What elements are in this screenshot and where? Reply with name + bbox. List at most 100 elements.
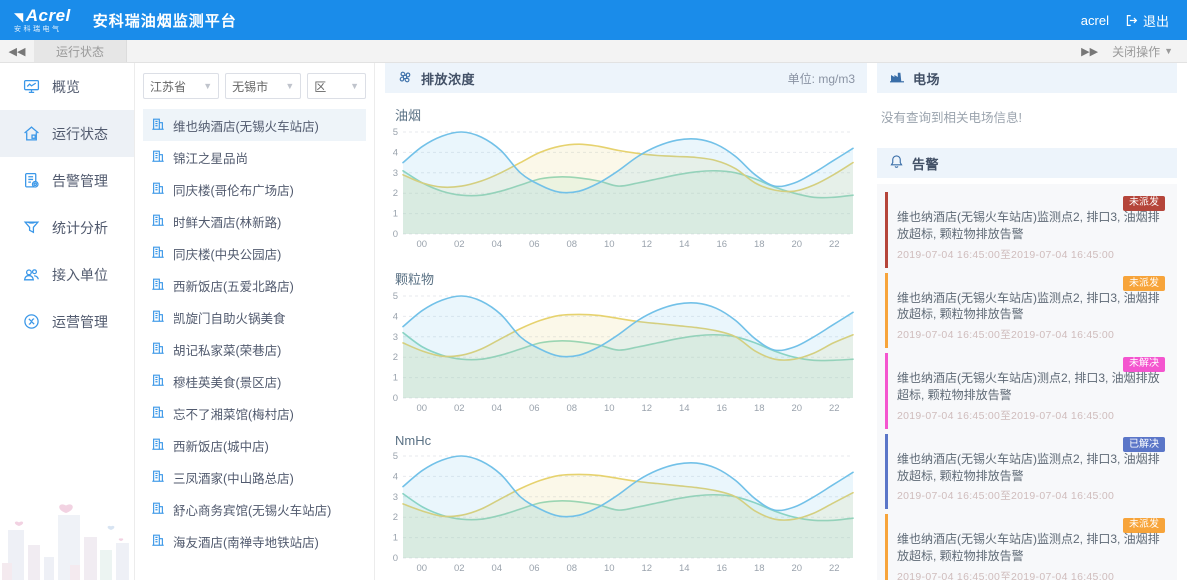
chevron-down-icon: ▼ (350, 81, 359, 91)
city-skyline-decoration (2, 504, 129, 580)
alert-time-range: 2019-07-04 16:45:00至2019-07-04 16:45:00 (897, 490, 1115, 503)
sidebar-item-label: 统计分析 (52, 219, 108, 236)
store-list-item[interactable]: 三凤酒家(中山路总店) (143, 461, 366, 493)
store-list-item[interactable]: 胡记私家菜(荣巷店) (143, 333, 366, 365)
svg-text:0: 0 (393, 553, 398, 564)
store-name: 穆桂英美食(景区店) (173, 375, 282, 390)
svg-text:10: 10 (604, 239, 615, 250)
oil-fume-line-chart[interactable]: 0 1 2 3 4 5 00 02 04 06 08 10 12 14 16 18 20 22 (385, 124, 867, 257)
store-name: 锦江之星品尚 (173, 151, 249, 166)
building-icon (151, 533, 165, 550)
building-icon (151, 501, 165, 518)
sidebar-item-operation[interactable]: 运营管理 (0, 298, 134, 345)
alert-item[interactable]: 已解决 维也纳酒店(无锡火车站店)监测点2, 排口3, 油烟排放超标, 颗粒物排放… (885, 433, 1169, 510)
sidebar-item-home[interactable]: 运行状态 (0, 110, 134, 157)
store-list-item[interactable]: 同庆楼(中央公园店) (143, 237, 366, 269)
alert-item[interactable]: 未派发 维也纳酒店(无锡火车站店)监测点2, 排口3, 油烟排放超标, 颗粒物排放… (885, 272, 1169, 349)
sidebar-item-overview[interactable]: 概览 (0, 63, 134, 110)
svg-text:0: 0 (393, 229, 398, 240)
svg-text:18: 18 (754, 403, 765, 414)
overview-icon (22, 78, 40, 96)
site-panel-header: 电场 (877, 63, 1177, 93)
factory-icon (889, 69, 905, 87)
particulate-line-chart[interactable]: 0 1 2 3 4 5 00 02 04 06 08 10 12 14 16 18 20 22 (385, 288, 867, 421)
site-empty-message: 没有查询到相关电场信息! (881, 111, 1022, 125)
store-list-item[interactable]: 维也纳酒店(无锡火车站店) (143, 109, 366, 141)
store-name: 时鲜大酒店(林新路) (173, 215, 282, 230)
svg-text:20: 20 (792, 403, 803, 414)
alert-status-badge: 未解决 (1123, 356, 1165, 372)
alert-text: 维也纳酒店(无锡火车站店)监测点2, 排口3, 油烟排放超标, 颗粒物排放告警 (897, 210, 1160, 241)
page-title: 安科瑞油烟监测平台 (92, 12, 237, 30)
users-icon (22, 266, 40, 284)
store-name: 西新饭店(城中店) (173, 439, 269, 454)
sidebar-item-alarm-doc[interactable]: 告警管理 (0, 157, 134, 204)
svg-text:22: 22 (829, 403, 840, 414)
expand-tabs-icon[interactable]: ▶▶ (1081, 45, 1099, 58)
emission-panel-header: 排放浓度 单位: mg/m3 (385, 63, 867, 93)
funnel-icon (22, 219, 40, 237)
alert-item[interactable]: 未派发 维也纳酒店(无锡火车站店)监测点2, 排口3, 油烟排放超标, 颗粒物排放… (885, 192, 1169, 268)
building-icon (151, 373, 165, 390)
alert-time-range: 2019-07-04 16:45:00至2019-07-04 16:45:00 (897, 329, 1115, 342)
sidebar-item-label: 接入单位 (52, 266, 108, 283)
current-user[interactable]: acrel (1080, 12, 1109, 28)
city-select[interactable]: 无锡市 ▼ (225, 73, 302, 99)
province-select[interactable]: 江苏省 ▼ (143, 73, 220, 99)
nmhc-line-chart[interactable]: 0 1 2 3 4 5 00 02 04 06 08 10 12 14 16 18 20 22 (385, 448, 867, 580)
store-list-item[interactable]: 西新饭店(城中店) (143, 429, 366, 461)
store-list-item[interactable]: 舒心商务宾馆(无锡火车站店) (143, 493, 366, 525)
store-panel: 江苏省 ▼ 无锡市 ▼ 区 ▼ 维也纳酒店(无锡火车站店) 锦江之星品尚同庆楼(哥伦布广… (135, 63, 375, 580)
store-name: 西新饭店(五爱北路店) (173, 279, 294, 294)
alert-time-range: 2019-07-04 16:45:00至2019-07-04 16:45:00 (897, 409, 1115, 422)
svg-text:5: 5 (393, 291, 398, 302)
svg-text:08: 08 (567, 239, 578, 250)
logo-mark-icon: ◥ (14, 10, 24, 24)
svg-text:18: 18 (754, 239, 765, 250)
store-list-item[interactable]: 穆桂英美食(景区店) (143, 365, 366, 397)
store-list-item[interactable]: 忘不了湘菜馆(梅村店) (143, 397, 366, 429)
district-select[interactable]: 区 ▼ (307, 73, 366, 99)
svg-text:12: 12 (642, 239, 653, 250)
store-list-item[interactable]: 海友酒店(南禅寺地铁站店) (143, 525, 366, 557)
alert-item[interactable]: 未解决 维也纳酒店(无锡火车站店)测点2, 排口3, 油烟排放超标, 颗粒物排放告… (885, 353, 1169, 429)
sidebar-item-users[interactable]: 接入单位 (0, 251, 134, 298)
store-name: 凯旋门自助火锅美食 (173, 311, 286, 326)
alert-time-range: 2019-07-04 16:45:00至2019-07-04 16:45:00 (897, 570, 1115, 580)
right-column: 电场 没有查询到相关电场信息! 告警 未派发 维也纳酒店(无锡火车站店)监测点2,… (877, 63, 1177, 580)
logo-subtitle: 安科瑞电气 (14, 26, 62, 33)
svg-text:4: 4 (393, 147, 398, 158)
svg-text:3: 3 (393, 492, 398, 503)
chevron-down-icon: ▼ (1164, 46, 1173, 56)
store-name: 维也纳酒店(无锡火车站店) (173, 119, 319, 134)
logout-button[interactable]: 退出 (1125, 11, 1169, 30)
svg-text:12: 12 (642, 403, 653, 414)
svg-text:2: 2 (393, 188, 398, 199)
alert-status-badge: 未派发 (1123, 517, 1165, 533)
store-list-item[interactable]: 同庆楼(哥伦布广场店) (143, 173, 366, 205)
alert-item[interactable]: 未派发 维也纳酒店(无锡火车站店)监测点2, 排口3, 油烟排放超标, 颗粒物排放… (885, 514, 1169, 580)
alert-status-badge: 未派发 (1123, 195, 1165, 211)
tab-running-status[interactable]: 运行状态 (34, 40, 128, 62)
svg-text:5: 5 (393, 451, 398, 462)
collapse-tabs-icon[interactable]: ◀◀ (8, 45, 26, 58)
svg-text:2: 2 (393, 352, 398, 363)
bell-icon (889, 154, 904, 172)
alert-status-badge: 未派发 (1123, 276, 1165, 292)
svg-text:04: 04 (492, 239, 503, 250)
alert-text: 维也纳酒店(无锡火车站店)测点2, 排口3, 油烟排放超标, 颗粒物排放告警 (897, 371, 1160, 402)
building-icon (151, 341, 165, 358)
sidebar-item-funnel[interactable]: 统计分析 (0, 204, 134, 251)
building-icon (151, 309, 165, 326)
svg-text:02: 02 (454, 239, 465, 250)
svg-text:2: 2 (393, 512, 398, 523)
svg-text:04: 04 (492, 563, 503, 574)
store-list-item[interactable]: 锦江之星品尚 (143, 141, 366, 173)
store-list-item[interactable]: 凯旋门自助火锅美食 (143, 301, 366, 333)
store-list-item[interactable]: 西新饭店(五爱北路店) (143, 269, 366, 301)
building-icon (151, 245, 165, 262)
svg-text:1: 1 (393, 373, 398, 384)
close-operations-dropdown[interactable]: 关闭操作 ▼ (1112, 44, 1173, 59)
svg-text:20: 20 (792, 239, 803, 250)
store-list-item[interactable]: 时鲜大酒店(林新路) (143, 205, 366, 237)
